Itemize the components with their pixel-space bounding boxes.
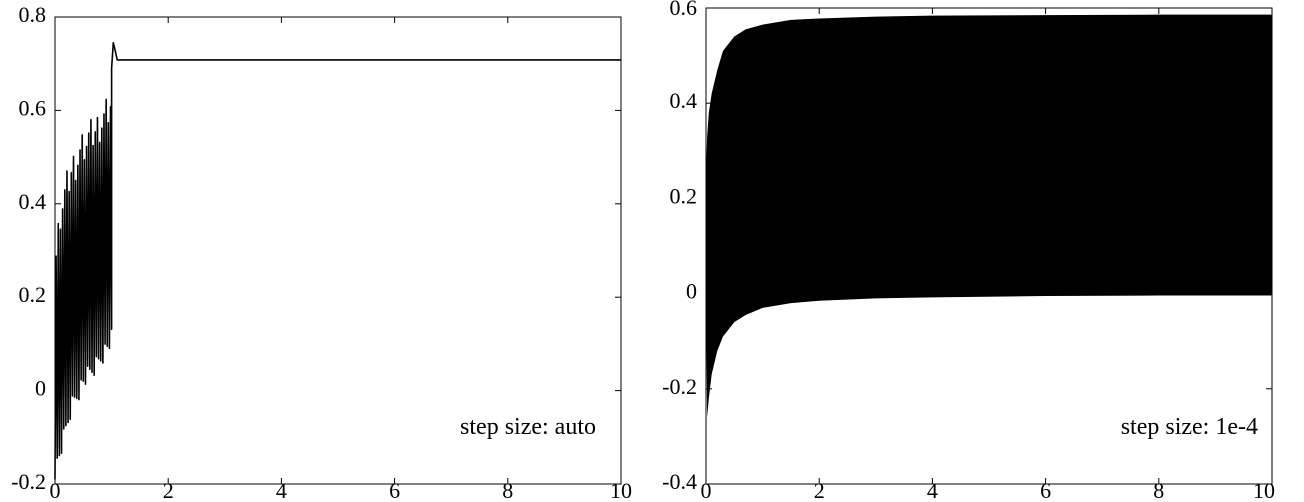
right-series-band: [706, 14, 1272, 418]
right-x-tick-labels: 0 2 4 6 8 10: [701, 478, 1276, 502]
right-xtick-label: 6: [1040, 478, 1051, 502]
left-plot-frame: [54, 16, 622, 485]
left-annotation: step size: auto: [460, 414, 596, 440]
right-xtick-label: 0: [701, 478, 712, 502]
chart-right: -0.4 -0.2 0 0.2 0.4 0.6 0 2 4 6 8 10 ste…: [662, 0, 1275, 502]
left-x-tick-labels: 0 2 4 6 8 10: [50, 478, 633, 502]
left-series-line: [54, 41, 621, 480]
right-xtick-label: 10: [1253, 478, 1275, 502]
left-xtick-label: 4: [276, 478, 287, 502]
right-xtick-label: 2: [814, 478, 825, 502]
left-xtick-label: 2: [163, 478, 174, 502]
left-ytick-label: 0.4: [19, 189, 47, 214]
right-tick-marks: [705, 7, 1273, 485]
right-ytick-label: 0.4: [670, 88, 698, 113]
right-series: [706, 14, 1272, 418]
left-xtick-label: 10: [610, 478, 632, 502]
right-annotation: step size: 1e-4: [1121, 414, 1258, 440]
right-xtick-label: 4: [927, 478, 938, 502]
right-ytick-label: -0.4: [662, 469, 697, 494]
left-series: [54, 41, 621, 480]
left-ytick-label: -0.2: [11, 469, 46, 494]
right-ytick-label: -0.2: [662, 374, 697, 399]
right-xtick-label: 8: [1153, 478, 1164, 502]
right-ytick-label: 0.6: [670, 0, 698, 20]
left-xtick-label: 8: [502, 478, 513, 502]
right-y-tick-labels: -0.4 -0.2 0 0.2 0.4 0.6: [662, 0, 697, 494]
left-y-tick-labels: -0.2 0 0.2 0.4 0.6 0.8: [11, 2, 46, 494]
left-ytick-label: 0.8: [19, 2, 47, 27]
left-tick-marks: [54, 16, 622, 485]
left-ytick-label: 0.6: [19, 95, 47, 120]
right-ytick-label: 0.2: [670, 183, 698, 208]
chart-left: -0.2 0 0.2 0.4 0.6 0.8 0 2 4 6 8 10 step…: [11, 2, 632, 502]
left-ytick-label: 0: [35, 376, 46, 401]
left-ytick-label: 0.2: [19, 282, 47, 307]
left-xtick-label: 6: [389, 478, 400, 502]
right-plot-frame: [705, 7, 1273, 485]
right-ytick-label: 0: [686, 279, 697, 304]
left-xtick-label: 0: [50, 478, 61, 502]
